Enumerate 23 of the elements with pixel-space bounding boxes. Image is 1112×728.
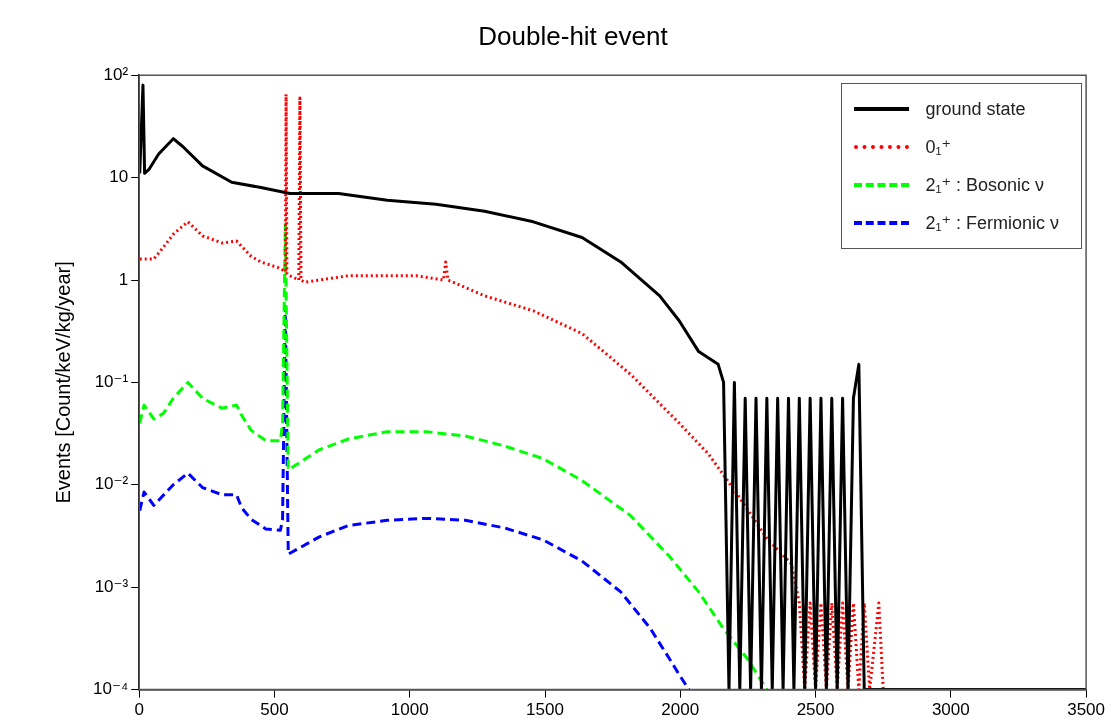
line-series	[139, 222, 769, 690]
y-axis-title: Events [Count/keV/kg/year]	[51, 261, 74, 504]
x-tick-label: 1500	[526, 700, 564, 720]
y-tick-label: 10⁻³	[94, 576, 129, 596]
legend-label: 0₁⁺	[925, 136, 952, 159]
y-tick-label: 10²	[103, 64, 129, 84]
y-tick-label: 10⁻⁴	[93, 679, 129, 699]
y-tick-label: 10	[109, 167, 129, 187]
chart-title: Double-hit event	[478, 20, 669, 51]
legend-label: 2₁⁺ : Fermionic ν	[925, 212, 1060, 235]
x-tick-label: 0	[134, 700, 144, 720]
x-tick-label: 2000	[661, 700, 700, 720]
y-tick-label: 1	[118, 269, 129, 289]
legend-label: ground state	[925, 98, 1026, 120]
y-tick-label: 10⁻²	[94, 474, 129, 494]
x-tick-label: 3000	[931, 700, 970, 720]
x-tick-label: 2500	[796, 700, 835, 720]
line-series	[139, 92, 885, 690]
x-tick-label: 500	[260, 700, 289, 720]
legend-label: 2₁⁺ : Bosonic ν	[925, 174, 1045, 197]
y-tick-label: 10⁻¹	[94, 372, 129, 392]
x-tick-label: 3500	[1067, 700, 1105, 720]
x-tick-label: 1000	[390, 700, 429, 720]
